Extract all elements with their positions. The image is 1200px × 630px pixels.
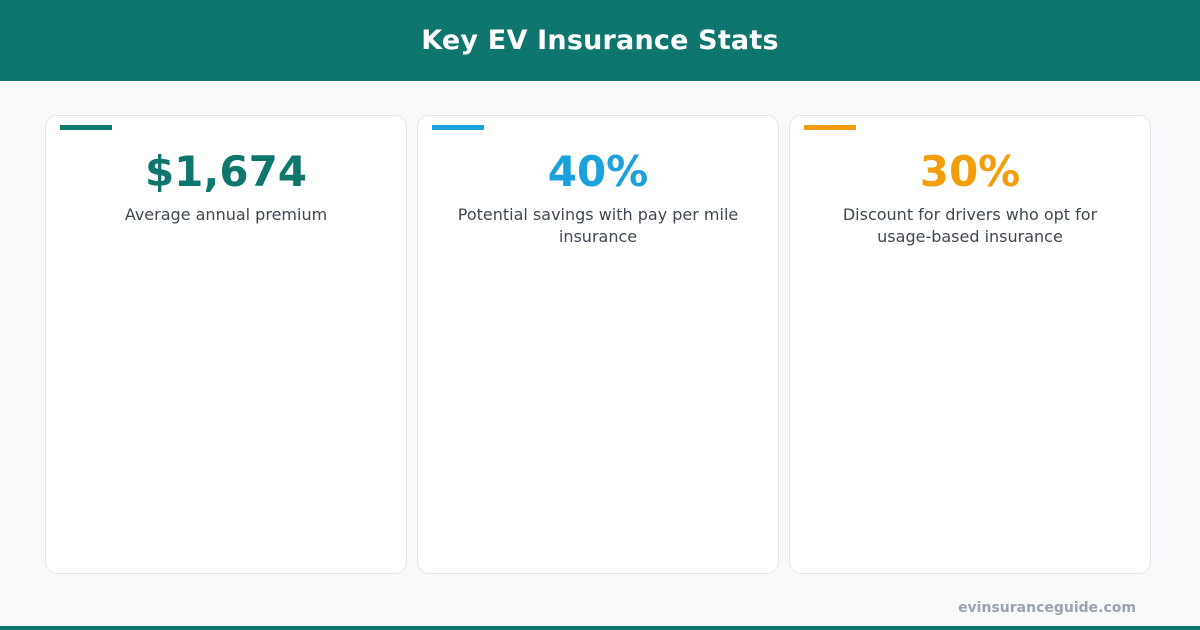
header-banner: Key EV Insurance Stats (0, 0, 1200, 81)
stats-cards: $1,674 Average annual premium 40% Potent… (45, 115, 1151, 574)
site-url: evinsuranceguide.com (958, 600, 1136, 616)
card-accent-bar (432, 125, 484, 130)
stat-card-discount: 30% Discount for drivers who opt for usa… (789, 115, 1151, 574)
stat-value: $1,674 (144, 147, 308, 196)
card-accent-bar (804, 125, 856, 130)
stat-card-premium: $1,674 Average annual premium (45, 115, 407, 574)
stat-card-savings: 40% Potential savings with pay per mile … (417, 115, 779, 574)
page-title: Key EV Insurance Stats (421, 25, 779, 56)
stat-value: 40% (547, 147, 649, 196)
stat-label: Potential savings with pay per mile insu… (457, 205, 739, 246)
stat-label: Average annual premium (124, 205, 328, 224)
stat-value: 30% (919, 147, 1021, 196)
card-accent-bar (60, 125, 112, 130)
stat-label: Discount for drivers who opt for usage-b… (842, 205, 1098, 246)
bottom-accent-bar (0, 626, 1200, 630)
